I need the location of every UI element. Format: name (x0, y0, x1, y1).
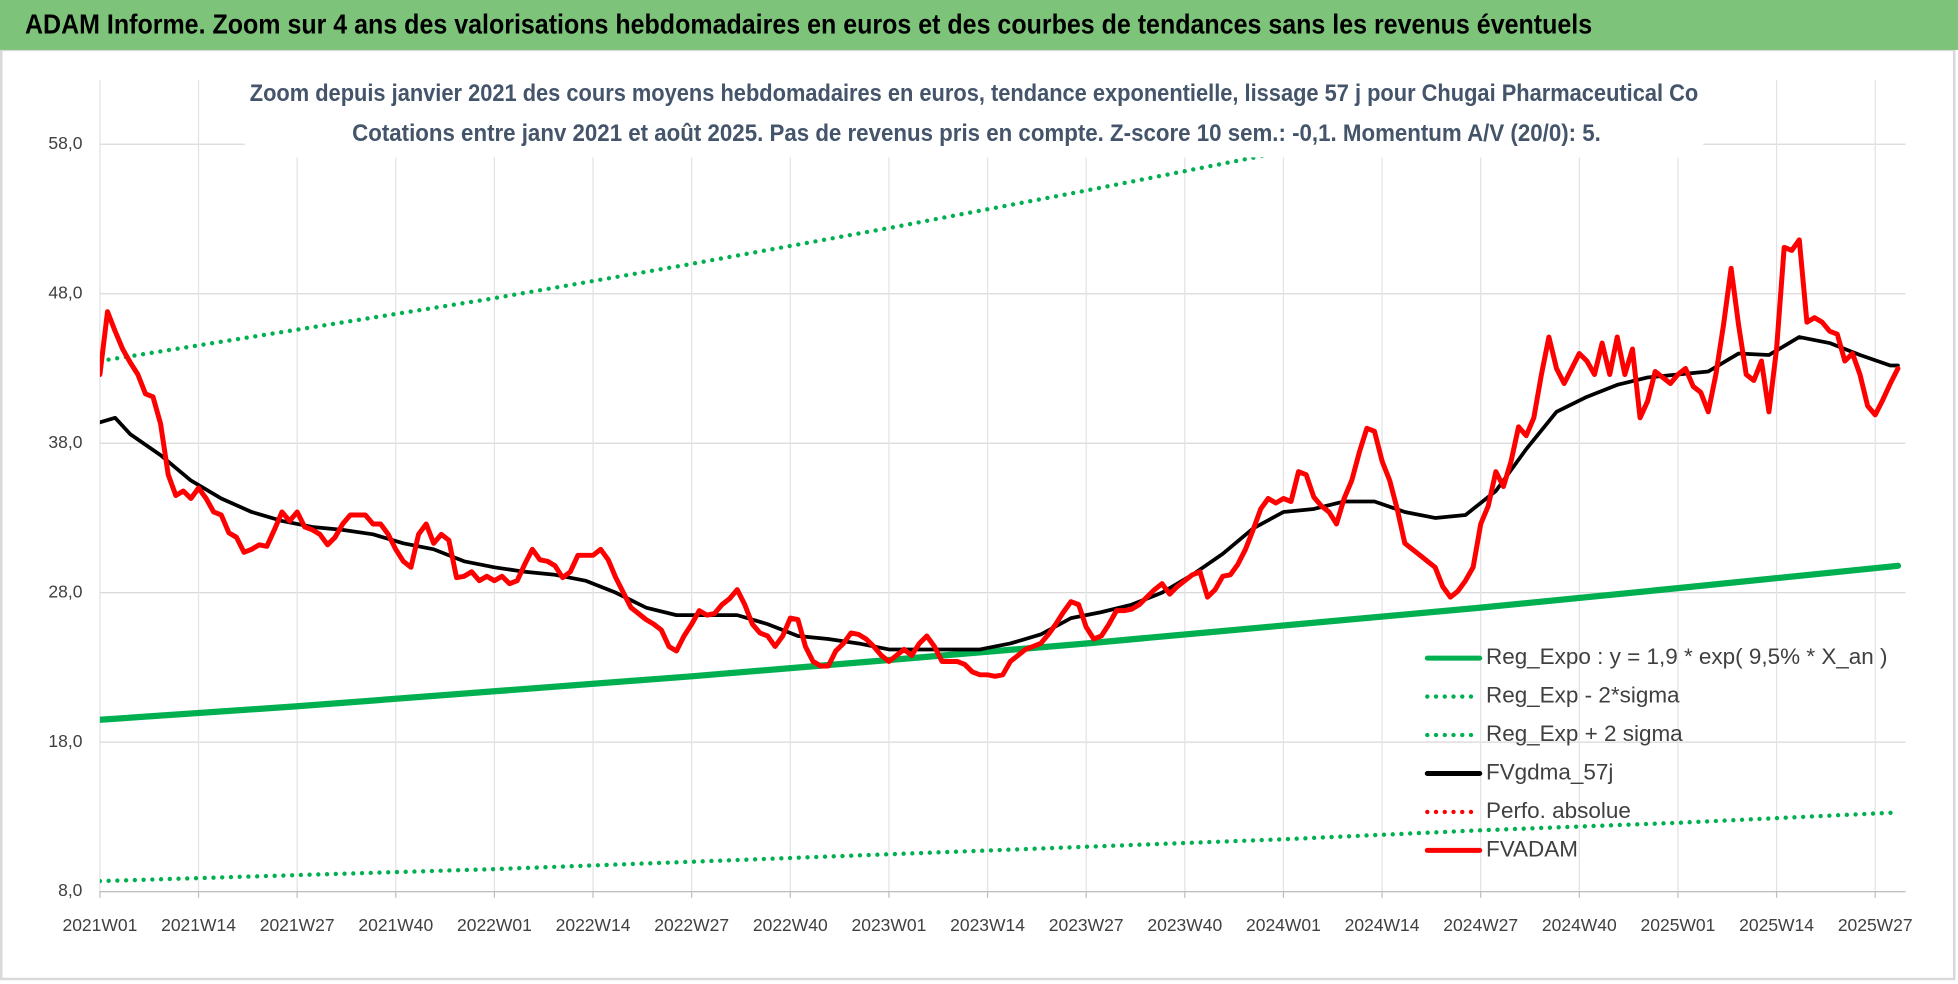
series-line (99, 810, 1901, 884)
series-line (99, 335, 1900, 652)
x-tick-label: 2022W27 (654, 915, 729, 935)
x-tick-label: 2021W01 (63, 915, 138, 935)
legend-label: Reg_Exp + 2 sigma (1486, 721, 1683, 746)
legend-label: FVgdma_57j (1486, 759, 1613, 784)
axes: 8,0 18,0 28,0 38,0 48,0 58,0 2021W01 2021W14 202… (48, 133, 1912, 935)
y-tick-label: 28,0 (48, 581, 82, 601)
x-tick-label: 2022W14 (556, 915, 631, 935)
plot-lines (99, 117, 1902, 884)
legend-label: FVADAM (1486, 836, 1578, 861)
y-tick-label: 8,0 (58, 880, 83, 900)
subtitle-box (244, 72, 1704, 158)
x-tick-label: 2022W40 (753, 915, 828, 935)
x-tick-label: 2021W27 (260, 915, 335, 935)
legend-label: Perfo. absolue (1486, 798, 1631, 823)
x-tick-label: 2023W14 (950, 915, 1025, 935)
x-tick-label: 2023W27 (1049, 915, 1124, 935)
subtitle: Zoom depuis janvier 2021 des cours moyen… (250, 81, 1699, 107)
x-tick-label: 2022W01 (457, 915, 532, 935)
y-tick-label: 58,0 (48, 133, 82, 153)
series-line (99, 562, 1902, 723)
x-tick-label: 2025W14 (1739, 915, 1814, 935)
series-line (99, 237, 1901, 679)
legend-label: Reg_Exp - 2*sigma (1486, 682, 1680, 707)
title-banner (0, 0, 1958, 50)
x-tick-label: 2024W27 (1443, 915, 1518, 935)
page-title: ADAM Informe. Zoom sur 4 ans des valoris… (25, 8, 1592, 39)
x-tick-label: 2025W01 (1641, 915, 1716, 935)
x-tick-label: 2024W14 (1345, 915, 1420, 935)
y-tick-label: 18,0 (48, 731, 82, 751)
x-tick-label: 2021W14 (161, 915, 236, 935)
subtitle: Cotations entre janv 2021 et août 2025. … (352, 121, 1601, 147)
x-tick-label: 2021W40 (358, 915, 433, 935)
y-tick-label: 38,0 (48, 432, 82, 452)
series-line (99, 117, 1463, 364)
x-tick-label: 2025W27 (1838, 915, 1913, 935)
x-tick-label: 2023W40 (1147, 915, 1222, 935)
y-tick-label: 48,0 (48, 282, 82, 302)
x-tick-label: 2024W40 (1542, 915, 1617, 935)
legend-label: Reg_Expo : y = 1,9 * exp( 9,5% * X_an ) (1486, 644, 1888, 669)
legend: Reg_Expo : y = 1,9 * exp( 9,5% * X_an ) R… (1424, 644, 1888, 861)
x-tick-label: 2024W01 (1246, 915, 1321, 935)
x-tick-label: 2023W01 (852, 915, 927, 935)
